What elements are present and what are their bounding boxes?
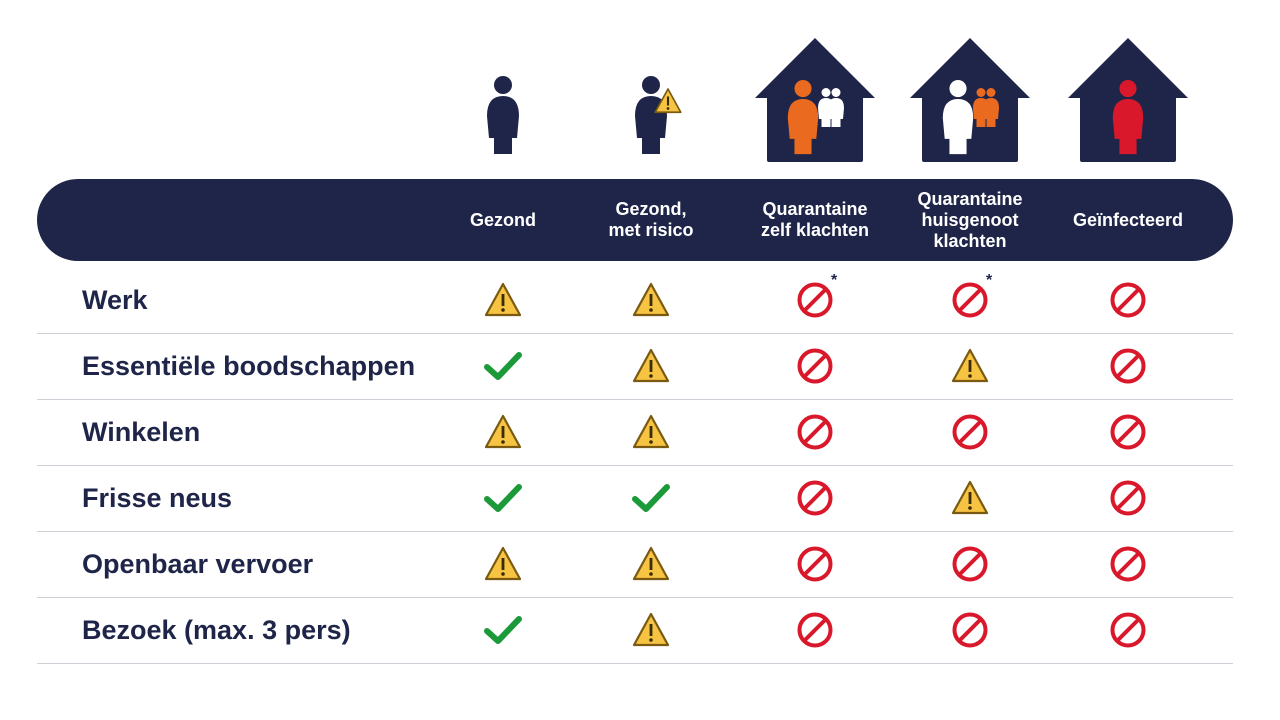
forbidden-icon (1108, 544, 1148, 584)
table-row: Frisse neus (37, 465, 1233, 532)
column-icons-row (0, 0, 1280, 175)
column-header-label: Geïnfecteerd (1072, 209, 1184, 230)
warning-icon (483, 280, 523, 320)
warning-icon (483, 412, 523, 452)
forbidden-icon (950, 544, 990, 584)
warning-icon (950, 346, 990, 386)
house-red-person-icon (1058, 30, 1198, 170)
forbidden-icon (950, 610, 990, 650)
house-white-person-icon (900, 30, 1040, 170)
warning-icon (950, 478, 990, 518)
forbidden-icon (1108, 412, 1148, 452)
warning-icon (631, 610, 671, 650)
forbidden-icon (1108, 610, 1148, 650)
column-header-label: Gezond, met risico (608, 199, 694, 240)
asterisk-note: * (831, 272, 838, 289)
forbidden-icon (795, 412, 835, 452)
forbidden-icon (795, 544, 835, 584)
warning-icon (483, 544, 523, 584)
row-label: Essentiële boodschappen (82, 350, 416, 381)
person-icon (433, 30, 573, 170)
house-orange-person-icon (745, 30, 885, 170)
check-icon (483, 478, 523, 518)
row-label: Werk (82, 284, 148, 315)
table-row: Bezoek (max. 3 pers) (37, 597, 1233, 664)
forbidden-icon: * (795, 272, 837, 320)
asterisk-note: * (986, 272, 993, 289)
forbidden-icon (795, 478, 835, 518)
check-icon (631, 478, 671, 518)
forbidden-icon (795, 346, 835, 386)
column-header-label: Quarantaine huisgenoot klachten (917, 188, 1023, 251)
forbidden-icon (1108, 346, 1148, 386)
column-header-bar: Gezond Gezond, met risico Quarantaine zelf… (37, 179, 1233, 261)
table-row: Winkelen (37, 399, 1233, 466)
row-label: Openbaar vervoer (82, 548, 314, 579)
table-row: Werk * * (37, 267, 1233, 334)
table-row: Openbaar vervoer (37, 531, 1233, 598)
column-header-label: Gezond (470, 209, 536, 230)
check-icon (483, 610, 523, 650)
forbidden-icon: * (950, 272, 992, 320)
row-label: Winkelen (82, 416, 201, 447)
warning-icon (631, 412, 671, 452)
table-row: Essentiële boodschappen (37, 333, 1233, 400)
row-label: Bezoek (max. 3 pers) (82, 614, 351, 645)
forbidden-icon (1108, 280, 1148, 320)
forbidden-icon (1108, 478, 1148, 518)
warning-icon (631, 346, 671, 386)
warning-icon (631, 544, 671, 584)
column-header-label: Quarantaine zelf klachten (760, 199, 870, 240)
row-label: Frisse neus (82, 482, 233, 513)
person-warning-icon (581, 30, 721, 170)
forbidden-icon (795, 610, 835, 650)
check-icon (483, 346, 523, 386)
forbidden-icon (950, 412, 990, 452)
warning-icon (631, 280, 671, 320)
